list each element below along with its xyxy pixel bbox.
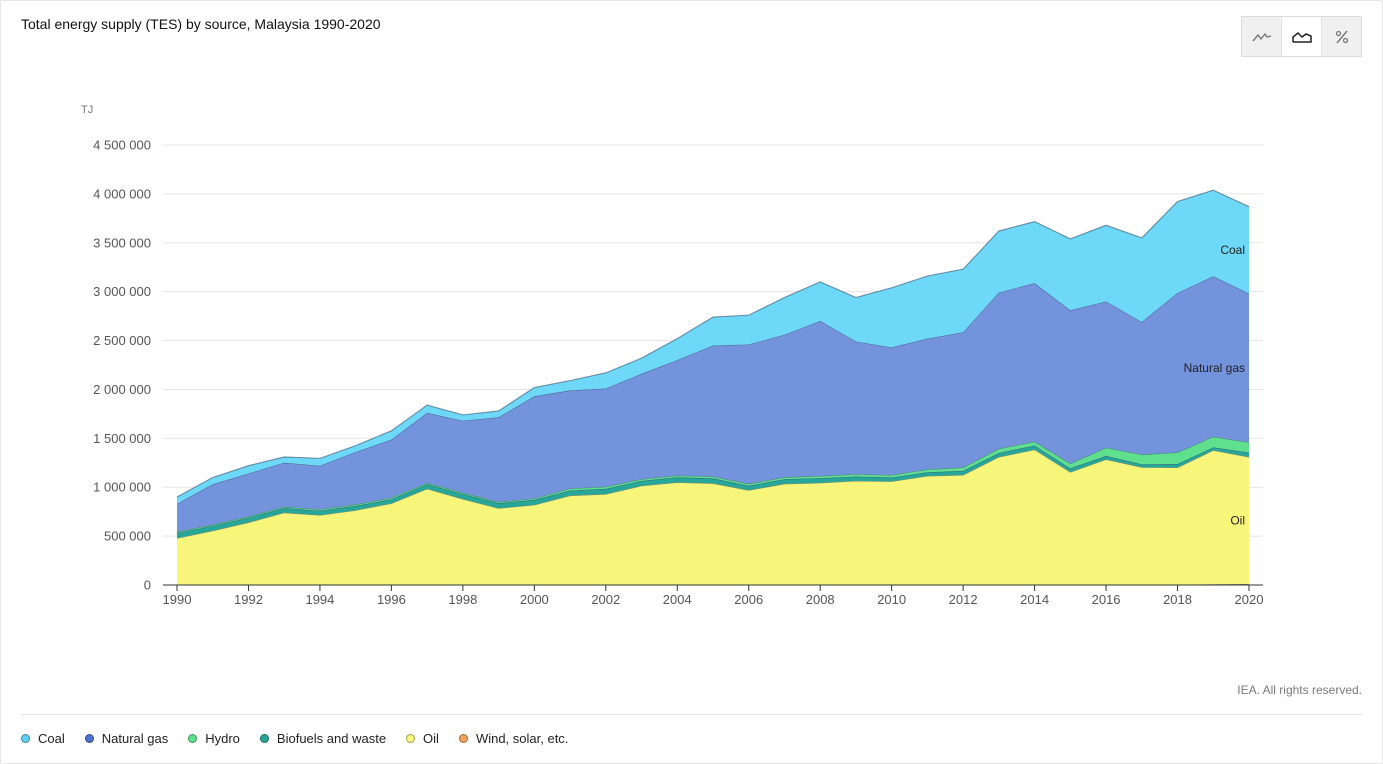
percent-icon: [1335, 30, 1348, 43]
area-hydro: [177, 436, 1249, 533]
y-tick-label: 500 000: [104, 529, 151, 544]
y-tick-label: 4 000 000: [93, 186, 151, 201]
chart-view-toolbar: [1241, 16, 1362, 57]
legend-divider: [21, 714, 1362, 715]
y-tick-label: 4 500 000: [93, 138, 151, 153]
y-tick-label: 2 000 000: [93, 382, 151, 397]
area-view-button[interactable]: [1281, 17, 1321, 56]
legend-label: Coal: [38, 731, 65, 746]
area-natural-gas: [177, 276, 1249, 532]
x-tick-label: 2010: [877, 592, 906, 607]
y-tick-label: 1 500 000: [93, 431, 151, 446]
area-coal: [177, 190, 1249, 504]
x-tick-label: 1998: [448, 592, 477, 607]
legend-label: Oil: [423, 731, 439, 746]
x-tick-label: 1992: [234, 592, 263, 607]
stacked-area-chart: TJ 0 500 000 1 000 000 1 500 000 2 000 000 2 5…: [81, 104, 1264, 607]
legend-item-natural-gas[interactable]: Natural gas: [84, 731, 169, 746]
area-oil: [177, 449, 1249, 585]
legend-swatch-natural-gas: [84, 734, 94, 743]
area-label: Oil: [1230, 513, 1245, 527]
y-tick-label: 0: [144, 578, 151, 593]
x-tick-label: 2016: [1092, 592, 1121, 607]
line-view-button[interactable]: [1242, 17, 1281, 56]
legend-swatch-wind-solar: [458, 734, 468, 743]
x-tick-label: 2018: [1163, 592, 1192, 607]
x-tick-label: 2012: [949, 592, 978, 607]
legend-item-hydro[interactable]: Hydro: [188, 731, 240, 746]
y-tick-label: 1 000 000: [93, 480, 151, 495]
legend-item-oil[interactable]: Oil: [406, 731, 439, 746]
legend-swatch-coal: [21, 734, 30, 743]
percent-view-button[interactable]: [1321, 17, 1361, 56]
x-tick-label: 1994: [305, 592, 334, 607]
legend-label: Biofuels and waste: [276, 731, 387, 746]
line-chart-icon: [1251, 32, 1271, 41]
x-tick-label: 1990: [163, 592, 192, 607]
y-axis-unit: TJ: [81, 104, 93, 116]
legend: Coal Natural gas Hydro Biofuels and wast…: [21, 731, 588, 746]
chart-title: Total energy supply (TES) by source, Mal…: [21, 16, 381, 32]
y-tick-label: 3 000 000: [93, 284, 151, 299]
x-tick-label: 2014: [1020, 592, 1049, 607]
x-tick-label: 2004: [663, 592, 692, 607]
legend-swatch-hydro: [188, 734, 198, 743]
legend-item-wind-solar[interactable]: Wind, solar, etc.: [458, 731, 569, 746]
legend-swatch-oil: [406, 734, 416, 743]
x-tick-label: 2002: [591, 592, 620, 607]
x-tick-label: 2000: [520, 592, 549, 607]
area-label: Coal: [1220, 243, 1245, 257]
x-tick-label: 2006: [734, 592, 763, 607]
area-outline-coal: [176, 189, 1250, 498]
y-tick-label: 2 500 000: [93, 333, 151, 348]
x-tick-label: 2020: [1235, 592, 1264, 607]
copyright-note: IEA. All rights reserved.: [1237, 683, 1362, 697]
y-tick-label: 3 500 000: [93, 235, 151, 250]
legend-label: Natural gas: [101, 731, 169, 746]
legend-item-biofuels-and-waste[interactable]: Biofuels and waste: [259, 731, 387, 746]
x-tick-label: 2008: [806, 592, 835, 607]
legend-label: Hydro: [205, 731, 240, 746]
legend-item-coal[interactable]: Coal: [21, 731, 65, 746]
x-tick-label: 1996: [377, 592, 406, 607]
legend-swatch-biofuels-and-waste: [259, 734, 269, 743]
area-label: Natural gas: [1184, 361, 1245, 375]
area-chart-icon: [1291, 31, 1312, 43]
legend-label: Wind, solar, etc.: [475, 731, 569, 746]
